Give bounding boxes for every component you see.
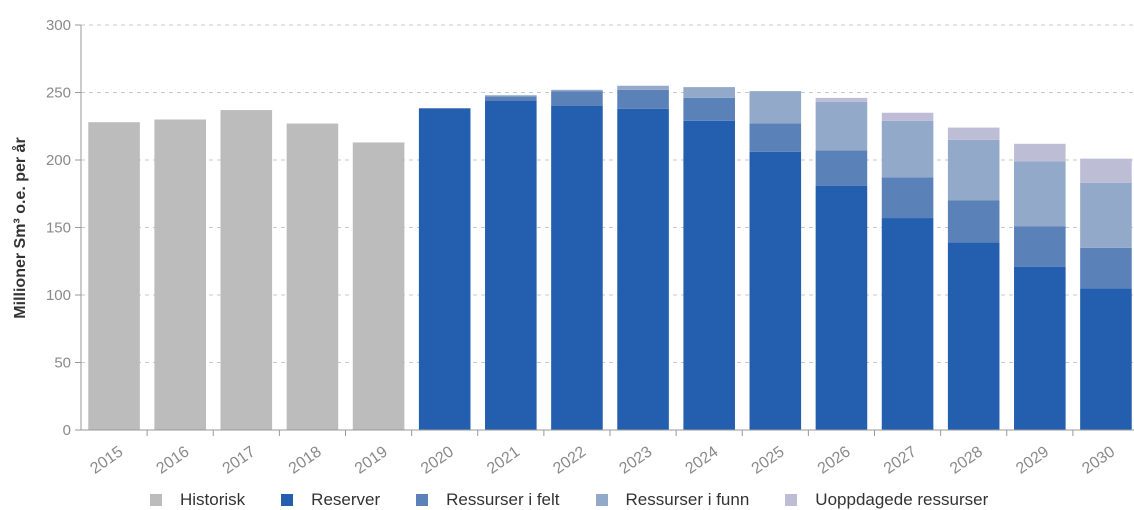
legend-label: Historisk [180, 490, 246, 509]
x-tick-label: 2027 [881, 443, 920, 477]
legend: Historisk Reserver Ressurser i felt Ressurs… [150, 490, 1024, 510]
bar-ressurser-i-felt-2026 [815, 150, 868, 186]
bar-reserver-2027 [881, 218, 934, 430]
bar-reserver-2024 [683, 120, 735, 430]
bar-ressurser-i-felt-2025 [749, 123, 802, 152]
legend-item: Historisk [150, 490, 245, 510]
legend-item: Uoppdagede ressurser [785, 490, 988, 510]
y-tick-label: 150 [46, 220, 71, 237]
legend-swatch [416, 494, 429, 506]
y-tick-label: 300 [46, 17, 71, 34]
bar-historisk-2015 [88, 122, 140, 430]
x-tick-label: 2015 [87, 443, 126, 477]
bar-uoppdagede-ressurser-2030 [1080, 158, 1132, 183]
x-tick-label: 2028 [947, 443, 986, 477]
bar-reserver-2026 [815, 185, 868, 430]
bar-ressurser-i-felt-2020 [418, 108, 471, 109]
bar-ressurser-i-funn-2029 [1014, 161, 1066, 227]
x-tick-label: 2018 [286, 443, 325, 477]
bar-historisk-2018 [286, 123, 339, 431]
legend-item: Ressurser i felt [416, 490, 560, 510]
bar-ressurser-i-felt-2030 [1080, 247, 1132, 289]
legend-swatch [595, 494, 608, 506]
bar-ressurser-i-felt-2022 [551, 91, 603, 106]
x-tick-label: 2026 [815, 443, 854, 477]
y-tick-label: 100 [46, 287, 71, 304]
y-tick-label: 50 [54, 355, 71, 372]
y-tick-label: 250 [46, 85, 71, 102]
bar-ressurser-i-felt-2028 [947, 200, 1000, 243]
legend-item: Reserver [281, 490, 380, 510]
x-tick-label: 2024 [683, 443, 722, 477]
legend-label: Reserver [311, 490, 381, 509]
bar-ressurser-i-felt-2029 [1014, 226, 1066, 267]
bars [88, 85, 1132, 431]
bar-historisk-2017 [220, 110, 273, 431]
bar-uoppdagede-ressurser-2027 [881, 112, 934, 121]
legend-label: Ressurser i felt [446, 490, 560, 509]
bar-reserver-2021 [485, 100, 537, 430]
legend-swatch [150, 494, 162, 506]
bar-uoppdagede-ressurser-2026 [815, 97, 868, 102]
bar-reserver-2020 [418, 108, 471, 430]
bar-reserver-2022 [551, 106, 603, 430]
bar-uoppdagede-ressurser-2028 [947, 127, 1000, 140]
bar-ressurser-i-funn-2027 [881, 120, 934, 178]
bar-ressurser-i-funn-2028 [947, 139, 1000, 201]
bar-reserver-2029 [1014, 266, 1066, 430]
x-tick-label: 2029 [1013, 443, 1052, 477]
bar-ressurser-i-funn-2023 [617, 85, 669, 90]
bar-ressurser-i-funn-2026 [815, 101, 868, 151]
x-tick-label: 2030 [1079, 443, 1118, 477]
y-axis-label: Millioner Sm³ o.e. per år [11, 137, 29, 318]
bar-historisk-2016 [154, 119, 206, 430]
bar-reserver-2023 [617, 108, 669, 430]
bar-historisk-2019 [352, 142, 405, 430]
legend-label: Uoppdagede ressurser [815, 490, 989, 509]
bar-ressurser-i-felt-2027 [881, 177, 934, 219]
x-tick-label: 2017 [220, 443, 259, 477]
x-tick-label: 2020 [418, 443, 457, 477]
bar-ressurser-i-funn-2024 [683, 87, 735, 98]
bar-reserver-2025 [749, 151, 802, 430]
bar-ressurser-i-funn-2022 [551, 89, 603, 92]
bar-uoppdagede-ressurser-2029 [1014, 143, 1066, 162]
legend-label: Ressurser i funn [625, 490, 750, 509]
bar-ressurser-i-funn-2030 [1080, 182, 1132, 248]
bar-ressurser-i-funn-2021 [485, 95, 537, 97]
y-tick-label: 0 [63, 422, 71, 439]
x-tick-label: 2022 [550, 443, 589, 477]
bar-reserver-2030 [1080, 288, 1132, 430]
y-tick-label: 200 [46, 152, 71, 169]
x-tick-label: 2019 [352, 443, 391, 477]
x-tick-label: 2016 [154, 443, 193, 477]
bar-ressurser-i-felt-2021 [485, 96, 537, 101]
legend-swatch [281, 494, 294, 506]
x-tick-label: 2023 [616, 443, 655, 477]
legend-swatch [785, 494, 798, 506]
bar-ressurser-i-felt-2023 [617, 89, 669, 109]
legend-item: Ressurser i funn [595, 490, 750, 510]
bar-reserver-2028 [947, 242, 1000, 430]
x-tick-label: 2021 [484, 443, 523, 477]
bar-ressurser-i-felt-2024 [683, 97, 735, 121]
bar-ressurser-i-funn-2025 [749, 91, 802, 124]
x-tick-label: 2025 [749, 443, 788, 477]
